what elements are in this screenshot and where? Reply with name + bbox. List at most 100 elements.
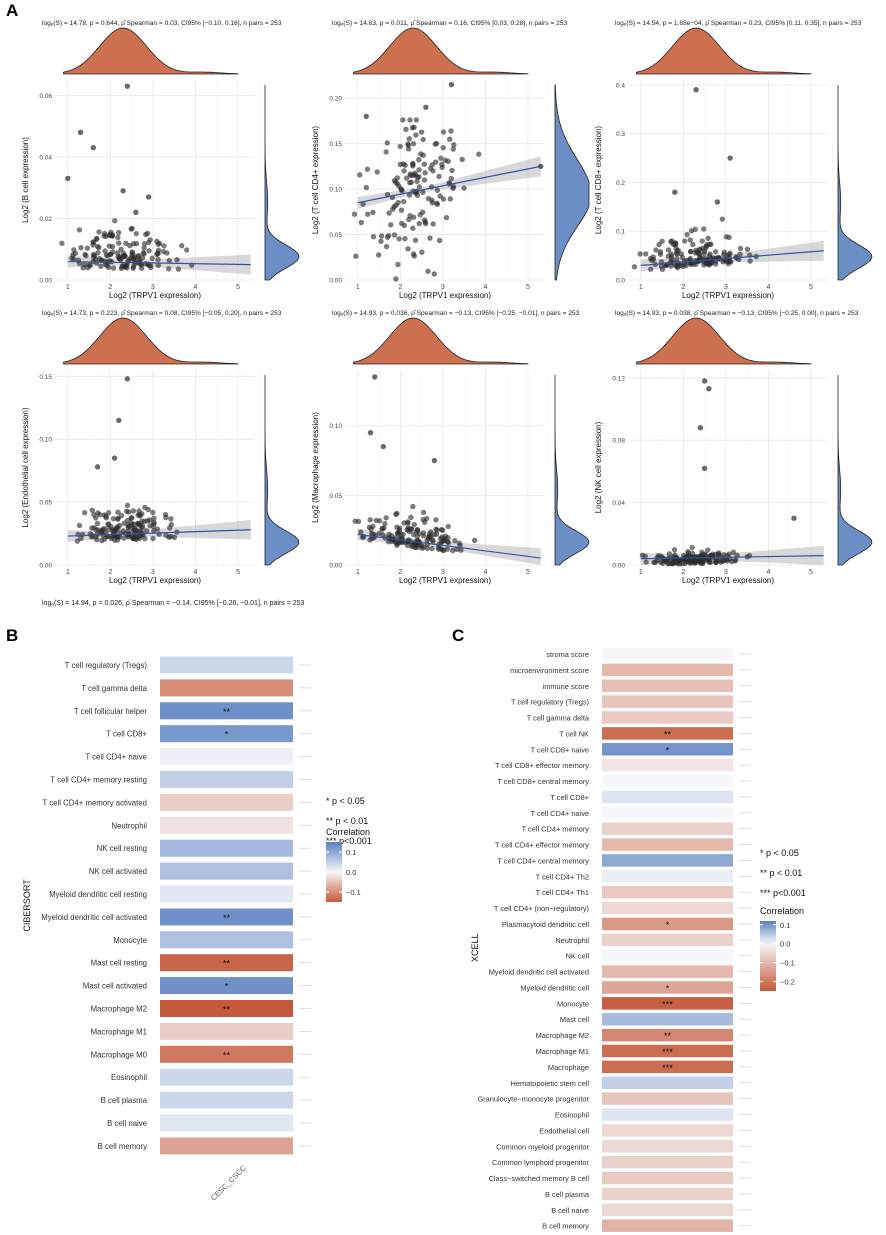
row-label: Macrophage M2: [536, 1031, 589, 1040]
data-point: [658, 263, 665, 269]
data-point: [697, 425, 704, 431]
stat-text: logₑ(S) = 14.63, p = 0.011, ρ̂ Spearman …: [332, 20, 568, 27]
row-label: Myeloid dendritic cell: [520, 983, 589, 992]
significance-legend: ** p < 0.01: [760, 868, 802, 878]
data-point: [71, 247, 77, 253]
data-point: [398, 220, 405, 227]
heat-cell: [602, 1219, 733, 1232]
data-point: [447, 136, 453, 142]
y-axis-label: Log2 (Macrophage expression): [311, 412, 320, 523]
data-point: [419, 209, 426, 215]
y-tick-label: 0.05: [39, 500, 52, 507]
data-point: [137, 513, 143, 519]
y-axis-label: Log2 (T cell CD8+ expression): [594, 126, 603, 234]
data-point: [76, 522, 83, 529]
heat-cell: [602, 758, 733, 772]
data-point: [147, 523, 153, 529]
row-label: Common lymphoid progenitor: [492, 1158, 589, 1167]
data-point: [410, 251, 417, 257]
data-point: [151, 515, 157, 521]
data-point: [414, 533, 420, 540]
data-point: [712, 559, 719, 565]
data-point: [367, 517, 373, 523]
data-point: [151, 527, 157, 534]
significance-legend: *** p<0.001: [326, 836, 372, 846]
data-point: [375, 252, 382, 258]
data-point: [133, 230, 139, 237]
data-point: [416, 220, 422, 227]
data-point: [430, 168, 436, 174]
data-point: [381, 525, 387, 531]
data-point: [681, 258, 688, 264]
data-point: [420, 530, 427, 536]
data-point: [418, 129, 425, 135]
significance-star: **: [664, 729, 672, 739]
data-point: [737, 251, 743, 257]
data-point: [174, 257, 180, 263]
legend-title: Correlation: [326, 827, 370, 837]
data-point: [430, 221, 436, 227]
heat-cell: [602, 806, 733, 820]
data-point: [450, 185, 456, 191]
data-point: [445, 523, 451, 530]
data-point: [393, 511, 399, 518]
data-point: [106, 526, 113, 532]
y-tick-label: 0.00: [39, 563, 52, 570]
data-point: [402, 235, 408, 242]
data-point: [642, 251, 649, 257]
data-point: [138, 265, 145, 272]
row-label: Macrophage M0: [91, 1050, 148, 1059]
data-point: [725, 260, 731, 267]
data-point: [130, 254, 136, 261]
heat-cell: [602, 854, 733, 867]
regression-line: [357, 165, 541, 204]
data-point: [435, 546, 442, 552]
data-point: [440, 144, 446, 151]
stat-text: logₑ(S) = 14.73, p = 0.223, ρ̂ Spearman …: [42, 310, 282, 317]
heat-cell: [602, 711, 733, 724]
data-point: [93, 260, 100, 266]
x-tick-label: 2: [108, 284, 112, 291]
data-point: [59, 240, 65, 247]
data-point: [139, 525, 146, 531]
data-point: [396, 236, 402, 242]
regression-line: [640, 250, 824, 266]
data-point: [429, 537, 436, 543]
data-point: [723, 234, 729, 240]
data-point: [355, 518, 362, 525]
data-point: [459, 156, 465, 163]
data-point: [651, 559, 657, 566]
data-point: [380, 443, 386, 450]
data-point: [681, 238, 688, 244]
data-point: [433, 526, 439, 532]
data-point: [364, 211, 371, 217]
heat-cell: [602, 663, 733, 677]
x-tick-label: 1: [66, 284, 70, 291]
row-label: T cell CD4+ (non−regulatory): [494, 904, 589, 913]
heat-cell: [160, 771, 293, 788]
plot-area: [628, 370, 828, 565]
data-point: [703, 243, 710, 249]
data-point: [396, 183, 402, 189]
row-label: B cell naive: [107, 1119, 147, 1128]
data-point: [692, 226, 698, 233]
data-point: [76, 227, 83, 233]
heatmap-ylabel: CIBERSORT: [22, 879, 32, 932]
scatter-points: [74, 376, 180, 544]
data-point: [123, 240, 129, 247]
heat-cell: [602, 1060, 733, 1074]
data-point: [156, 240, 163, 247]
data-point: [413, 132, 419, 138]
row-label: B cell naive: [551, 1206, 589, 1215]
data-point: [126, 256, 132, 263]
data-point: [701, 378, 708, 384]
data-point: [143, 527, 150, 534]
data-point: [122, 264, 128, 270]
data-point: [416, 157, 422, 163]
data-point: [408, 514, 414, 521]
stat-text: logₑ(S) = 14.93, p = 0.038, ρ̂ Spearman …: [615, 310, 859, 317]
data-point: [175, 266, 182, 272]
significance-legend: * p < 0.05: [326, 796, 365, 806]
data-point: [665, 247, 672, 253]
heat-cell: [602, 1124, 733, 1137]
